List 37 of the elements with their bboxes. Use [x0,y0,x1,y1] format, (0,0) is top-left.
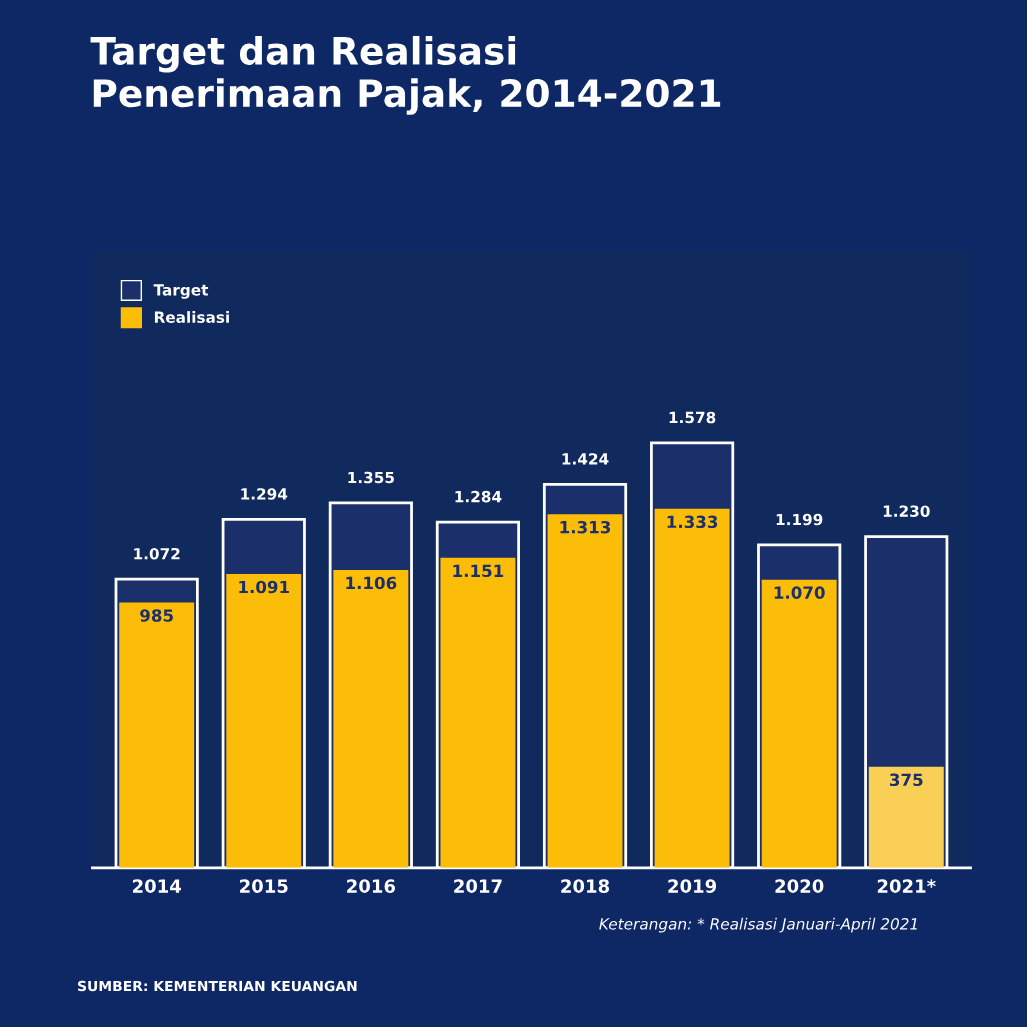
data-label: 1.355 [348,471,394,484]
data-label: 1.294 [241,488,288,500]
data-label: 1.199 [776,513,823,526]
data-label: 985 [140,609,173,622]
bar [333,569,409,868]
x-tick-label: 2020 [775,879,824,893]
bar [547,514,623,868]
x-tick-label: 2016 [347,879,395,893]
data-label: 1.091 [239,580,289,594]
data-label: 1.313 [560,520,611,534]
bar [761,579,837,868]
x-tick-label: 2015 [240,879,288,893]
bar [119,602,195,868]
chart-title: Target dan Realisasi Penerimaan Pajak, 2014-2021 [90,35,721,115]
text: SUMBER: KEMENTERIAN KEUANGAN [78,980,357,992]
x-tick-label: 2019 [668,879,717,893]
legend-label: Realisasi [154,311,229,323]
data-label: 1.106 [346,576,397,590]
data-label: 1.072 [134,547,180,560]
bar [654,508,730,868]
bar [440,557,516,868]
x-tick-label: 2014 [132,879,181,893]
bar [226,574,302,868]
data-label: 1.333 [667,515,718,529]
text: Keterangan: * Realisasi Januari-April 2021 [599,917,917,933]
legend-label: Target [153,284,209,299]
data-label: 1.424 [562,453,609,465]
x-tick-label: 2021* [877,879,936,893]
x-tick-label: 2017 [454,879,502,893]
bar [868,766,944,868]
data-label: 1.230 [883,505,930,517]
data-label: 1.578 [669,411,716,424]
data-label: 375 [889,773,923,787]
data-label: 1.070 [774,586,825,599]
data-label: 1.151 [453,564,504,578]
data-label: 1.284 [455,490,502,503]
x-tick-label: 2018 [561,879,610,893]
